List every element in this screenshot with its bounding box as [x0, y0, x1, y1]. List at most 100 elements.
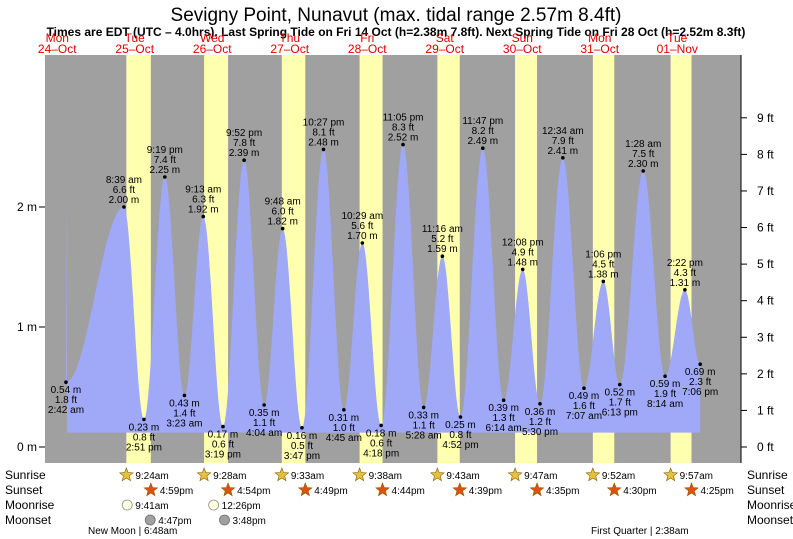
- high-tide-label: 6.3 ft: [192, 195, 214, 206]
- low-tide-label: 3:47 pm: [284, 451, 320, 462]
- right-tick-label: 2 ft: [757, 367, 774, 381]
- high-tide-label: 2.00 m: [109, 195, 140, 206]
- sunrise-icon: [663, 467, 679, 482]
- high-tide-point: [520, 267, 525, 272]
- high-tide-point: [242, 158, 246, 162]
- high-tide-label: 2.41 m: [548, 146, 579, 157]
- low-tide-label: 0.17 m: [208, 430, 239, 441]
- low-tide-label: 2:51 pm: [126, 442, 162, 453]
- high-tide-point: [401, 142, 405, 147]
- sunset-icon: [143, 482, 159, 497]
- low-tide-label: 1.7 ft: [609, 398, 631, 409]
- low-tide-label: 1.1 ft: [413, 420, 435, 431]
- high-tide-label: 9:48 am: [265, 197, 301, 208]
- low-tide-label: 0.69 m: [685, 367, 716, 378]
- day-name: Sat: [436, 31, 455, 45]
- day-name: Tue: [125, 31, 146, 45]
- low-tide-label: 4:45 am: [326, 433, 362, 444]
- day-date: 29–Oct: [425, 42, 464, 56]
- low-tide-point: [698, 362, 702, 367]
- high-tide-label: 2.30 m: [628, 159, 659, 170]
- high-tide-label: 5.6 ft: [351, 221, 373, 232]
- low-tide-label: 0.8 ft: [133, 432, 155, 443]
- day-date: 25–Oct: [115, 42, 154, 56]
- low-tide-label: 7:06 pm: [682, 387, 718, 398]
- sunset-time: 4:30pm: [623, 486, 656, 497]
- low-tide-label: 0.59 m: [650, 379, 681, 390]
- high-tide-label: 1.48 m: [507, 257, 538, 268]
- high-tide-label: 1.38 m: [588, 269, 619, 280]
- right-tick-label: 8 ft: [757, 147, 774, 161]
- high-tide-point: [360, 241, 365, 245]
- high-tide-point: [321, 147, 326, 152]
- sunrise-icon: [429, 467, 445, 482]
- sunset-time: 4:35pm: [546, 486, 579, 497]
- row-label-right: Sunrise: [747, 468, 788, 482]
- high-tide-label: 9:52 pm: [226, 128, 262, 139]
- sunset-time: 4:49pm: [314, 486, 347, 497]
- day-name: Fri: [360, 31, 374, 45]
- low-tide-point: [538, 402, 542, 406]
- low-tide-point: [300, 426, 304, 430]
- row-label-left: Sunrise: [5, 468, 46, 482]
- high-tide-label: 1.59 m: [427, 244, 458, 255]
- low-tide-point: [582, 386, 586, 391]
- high-tide-label: 7.5 ft: [632, 149, 654, 160]
- tide-labels: 0.54 m1.8 ft2:42 am 8:39 am6.6 ft2.00 m 0.…: [48, 113, 718, 462]
- high-tide-point: [440, 254, 445, 258]
- sunrise-icon: [507, 467, 523, 482]
- tide-curve: [65, 144, 701, 433]
- high-tide-label: 1:06 pm: [585, 249, 621, 260]
- sunset-icon: [684, 482, 699, 497]
- high-tide-point: [280, 226, 285, 231]
- high-tide-label: 11:16 am: [422, 224, 463, 235]
- low-tide-label: 1.0 ft: [333, 423, 355, 434]
- low-tide-label: 0.33 m: [408, 410, 439, 421]
- low-tide-point: [262, 403, 266, 407]
- sunrise-time: 9:57am: [680, 471, 713, 482]
- day-name: Sun: [512, 31, 533, 45]
- high-tide-label: 1:28 am: [625, 139, 661, 150]
- moonrise-icon: [121, 499, 133, 511]
- right-tick-label: 9 ft: [757, 111, 774, 125]
- low-tide-point: [379, 423, 383, 428]
- high-tide-label: 2:22 pm: [667, 258, 703, 269]
- high-tide-point: [601, 279, 606, 284]
- moonset-time: 3:48pm: [233, 516, 266, 527]
- day-date: 30–Oct: [503, 42, 542, 56]
- high-tide-label: 1.70 m: [347, 231, 378, 242]
- row-label-right: Sunset: [747, 483, 785, 497]
- high-tide-label: 2.52 m: [388, 133, 419, 144]
- low-tide-label: 0.43 m: [169, 398, 200, 409]
- day-date: 26–Oct: [193, 42, 232, 56]
- low-tide-label: 1.6 ft: [573, 401, 595, 412]
- row-label-right: Moonset: [747, 513, 793, 527]
- high-tide-label: 8:39 am: [106, 175, 142, 186]
- high-tide-label: 6.0 ft: [272, 207, 294, 218]
- low-tide-label: 6:13 pm: [602, 408, 638, 419]
- right-tick-label: 0 ft: [757, 440, 774, 454]
- low-tide-label: 0.8 ft: [449, 430, 471, 441]
- left-tick-label: 0 m: [17, 440, 37, 454]
- high-tide-point: [683, 288, 687, 292]
- low-tide-label: 2.3 ft: [689, 377, 711, 388]
- high-tide-label: 4.5 ft: [592, 259, 614, 270]
- high-tide-label: 6.6 ft: [113, 185, 135, 196]
- sunrise-time: 9:43am: [446, 471, 479, 482]
- row-label-right: Moonrise: [747, 498, 793, 512]
- low-tide-label: 0.6 ft: [370, 438, 392, 449]
- high-tide-point: [201, 214, 206, 219]
- low-tide-point: [458, 415, 463, 419]
- high-tide-label: 9:13 am: [185, 185, 221, 196]
- low-tide-point: [142, 417, 146, 422]
- moonset-icon: [144, 514, 156, 526]
- sunset-time: 4:25pm: [701, 486, 734, 497]
- low-tide-label: 3:19 pm: [205, 450, 241, 461]
- right-tick-label: 5 ft: [757, 257, 774, 271]
- high-tide-label: 2.48 m: [308, 137, 339, 148]
- high-tide-label: 11:05 pm: [383, 113, 424, 124]
- sunset-icon: [606, 482, 622, 497]
- left-tick-label: 2 m: [17, 200, 37, 214]
- low-tide-label: 0.16 m: [287, 431, 318, 442]
